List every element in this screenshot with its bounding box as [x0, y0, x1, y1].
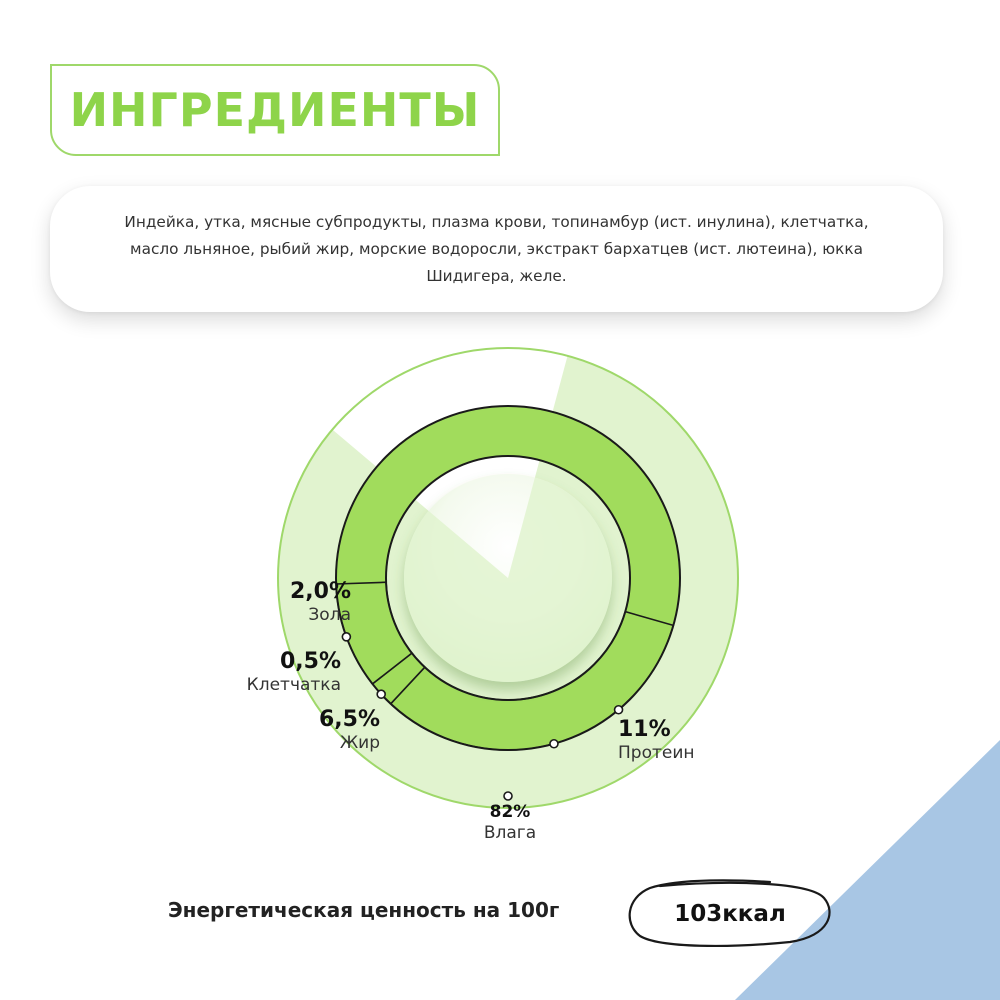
marker-layer: [341, 632, 624, 801]
page-title: ИНГРЕДИЕНТЫ: [69, 83, 481, 137]
ring-inner-edge: [385, 455, 631, 701]
label-protein: 11% Протеин: [618, 718, 738, 764]
fat-percent: 6,5%: [318, 707, 380, 732]
ingredients-text: Индейка, утка, мясные субпродукты, плазм…: [124, 209, 868, 290]
energy-value: 103ккал: [674, 901, 786, 927]
center-moisture-tint: [404, 477, 612, 682]
pill-stroke: [628, 879, 831, 948]
marker-moisture: [503, 791, 513, 801]
center-layer: [404, 474, 612, 690]
ingredients-line-1: Индейка, утка, мясные субпродукты, плазм…: [124, 212, 869, 231]
moisture-name: Влага: [483, 823, 537, 843]
ingredients-line-3: Шидигера, желе.: [426, 266, 567, 285]
ash-percent: 2,0%: [289, 579, 351, 604]
label-fat: 6,5% Жир: [220, 708, 380, 754]
energy-pill-outline: [628, 879, 831, 948]
energy-label: Энергетическая ценность на 100г: [168, 898, 560, 922]
marker-protein: [613, 704, 624, 715]
ash-name: Зола: [308, 605, 351, 625]
marker-fiber: [376, 689, 386, 700]
protein-name: Протеин: [618, 743, 695, 763]
label-ash: 2,0% Зола: [200, 580, 351, 626]
title-frame: ИНГРЕДИЕНТЫ: [50, 64, 500, 156]
outer-ring-outline: [277, 347, 739, 809]
slice-protein: [335, 406, 681, 626]
blue-corner-triangle: [735, 740, 1000, 1000]
marker-fat: [549, 738, 559, 749]
ring-outer-edge: [335, 405, 681, 751]
marker-ash: [341, 632, 352, 642]
fat-name: Жир: [339, 733, 380, 753]
label-fiber: 0,5% Клетчатка: [200, 650, 341, 696]
moisture-percent: 82%: [489, 802, 531, 822]
fiber-name: Клетчатка: [246, 675, 341, 695]
fiber-percent: 0,5%: [279, 649, 341, 674]
label-moisture: 82% Влага: [470, 802, 550, 844]
ingredients-line-2: масло льняное, рыбий жир, морские водоро…: [130, 239, 863, 258]
ingredients-card: Индейка, утка, мясные субпродукты, плазм…: [50, 186, 943, 312]
protein-percent: 11%: [618, 717, 671, 742]
inner-ring-layer: [335, 405, 681, 751]
